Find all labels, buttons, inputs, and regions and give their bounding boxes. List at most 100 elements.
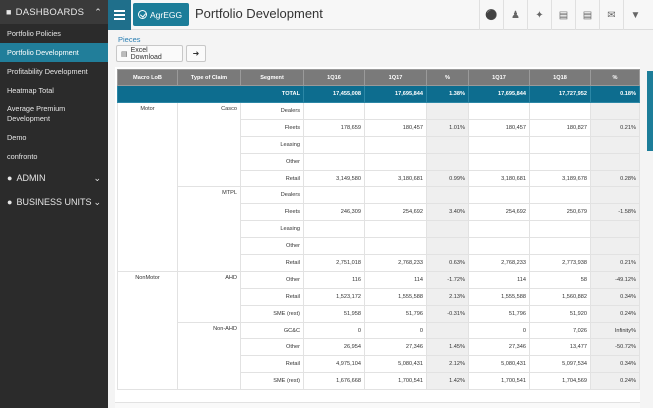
table-cell: 2,751,018 <box>303 254 365 272</box>
table-cell: 5,097,534 <box>529 355 591 374</box>
column-header[interactable]: 1Q17 <box>468 69 530 86</box>
share-button[interactable]: ✦ <box>527 0 551 30</box>
table-cell <box>303 152 365 171</box>
column-header[interactable]: Type of Claim <box>177 69 241 86</box>
column-header[interactable]: Macro LoB <box>117 69 178 86</box>
sidebar-item-confronto[interactable]: confronto <box>0 147 108 166</box>
table-cell <box>364 237 427 256</box>
hamburger-menu-button[interactable] <box>108 0 131 30</box>
table-cell: 180,827 <box>529 118 591 137</box>
sidebar-item-profitability-development[interactable]: Profitability Development <box>0 62 108 81</box>
table-row: Non-AHD GC&C 0 0 0 7,026 Infinity% <box>118 321 640 391</box>
pdf-button[interactable]: ▤ <box>551 0 575 30</box>
table-cell <box>529 102 591 120</box>
page-title: Portfolio Development <box>195 6 323 21</box>
column-header[interactable]: 1Q17 <box>364 69 427 86</box>
table-cell <box>303 186 365 205</box>
horizontal-scrollbar[interactable] <box>115 402 640 408</box>
top-bar: AgrEGG Portfolio Development ⚫ ♟ ✦ ▤ ▤ ✉… <box>108 0 653 30</box>
segment-cell: Leasing <box>240 220 304 239</box>
table-cell: 17,695,844 <box>364 85 427 103</box>
segment-cell: Retail <box>240 355 304 374</box>
share-arrow-icon: ➜ <box>192 49 200 58</box>
sidebar-group-business-units[interactable]: ● BUSINESS UNITS ⌄ <box>0 190 108 214</box>
sidebar-header-dashboards[interactable]: ■ DASHBOARDS ⌃ <box>0 0 108 24</box>
app-logo[interactable]: AgrEGG <box>133 3 189 26</box>
table-cell: 0 <box>364 321 427 340</box>
table-cell: 3,189,678 <box>529 169 591 188</box>
chevron-down-icon: ⌄ <box>93 172 101 183</box>
filter-icon: ▼ <box>630 9 641 21</box>
table-cell: 0.34% <box>590 355 640 374</box>
table-cell <box>364 186 427 205</box>
table-cell: 1,555,588 <box>468 287 530 306</box>
column-header[interactable]: 1Q18 <box>529 69 591 86</box>
table-row: Other <box>118 152 640 171</box>
table-cell: 51,958 <box>303 304 365 323</box>
document-button[interactable]: ▤ <box>575 0 599 30</box>
segment-cell: SME (rest) <box>240 372 304 391</box>
table-cell: 27,346 <box>364 338 427 357</box>
mail-button[interactable]: ✉ <box>599 0 623 30</box>
table-cell: Infinity% <box>590 321 640 340</box>
sidebar-item-portfolio-policies[interactable]: Portfolio Policies <box>0 24 108 43</box>
sidebar-item-average-premium-development[interactable]: Average Premium Development <box>0 100 108 128</box>
table-row: Motor Casco Dealers <box>117 101 640 272</box>
column-header[interactable]: % <box>590 69 640 86</box>
table-cell: 2.12% <box>426 355 469 374</box>
table-body: TOTAL 17,455,008 17,695,844 1.38% 17,695… <box>117 85 640 391</box>
excel-download-label: Excel Download <box>130 46 162 61</box>
logo-check-icon <box>138 10 147 19</box>
table-cell: 5,080,431 <box>468 355 530 374</box>
column-header[interactable]: % <box>426 69 469 86</box>
table-cell: 1,523,172 <box>303 287 365 306</box>
side-accent-bar <box>647 71 653 151</box>
segment-cell: Other <box>240 270 304 289</box>
table-cell: 0.24% <box>590 304 640 323</box>
file-excel-icon: ▤ <box>121 50 128 58</box>
table-cell: 17,727,952 <box>529 85 591 103</box>
table-cell: 51,796 <box>364 304 427 323</box>
sidebar-item-demo[interactable]: Demo <box>0 128 108 147</box>
table-cell: 17,455,008 <box>303 85 365 103</box>
filter-button[interactable]: ▼ <box>623 0 647 30</box>
table-cell <box>426 186 469 205</box>
table-cell: 178,659 <box>303 118 365 137</box>
sidebar-item-label: Heatmap Total <box>7 86 54 95</box>
claim-type-cell: AHD <box>177 270 241 323</box>
breadcrumb-pieces[interactable]: Pieces <box>118 35 141 44</box>
table-row: MTPL Dealers <box>118 186 640 272</box>
sidebar-group-label: ADMIN <box>16 173 46 183</box>
sidebar-header-label: DASHBOARDS <box>15 6 85 18</box>
sidebar-item-label: Demo <box>7 133 27 142</box>
table-cell <box>426 102 469 120</box>
mail-icon: ✉ <box>607 9 616 21</box>
table-cell <box>426 237 469 256</box>
column-header[interactable]: Segment <box>240 69 304 86</box>
segment-cell: SME (rest) <box>240 304 304 323</box>
comment-button[interactable]: ⚫ <box>479 0 503 30</box>
total-label: TOTAL <box>117 85 304 103</box>
table-cell: 254,692 <box>364 203 427 222</box>
dashboard-icon: ■ <box>6 7 12 17</box>
excel-download-button[interactable]: ▤ Excel Download <box>116 45 183 62</box>
table-cell: 1,676,668 <box>303 372 365 391</box>
sidebar-item-portfolio-development[interactable]: Portfolio Development <box>0 43 108 62</box>
share-link-button[interactable]: ➜ <box>186 45 206 62</box>
table-cell: 51,920 <box>529 304 591 323</box>
segment-cell: Retail <box>240 287 304 306</box>
table-cell <box>590 102 640 120</box>
table-cell: 1.38% <box>426 85 469 103</box>
sidebar-item-heatmap-total[interactable]: Heatmap Total <box>0 81 108 100</box>
table-cell: 3,149,580 <box>303 169 365 188</box>
table-cell <box>529 220 591 239</box>
user-button[interactable]: ♟ <box>503 0 527 30</box>
table-cell: 0.28% <box>590 169 640 188</box>
column-header[interactable]: 1Q16 <box>303 69 365 86</box>
sidebar-group-admin[interactable]: ● ADMIN ⌄ <box>0 166 108 190</box>
table-cell <box>590 237 640 256</box>
table-row: Leasing <box>118 220 640 239</box>
table-cell <box>303 220 365 239</box>
segment-cell: Other <box>240 338 304 357</box>
portfolio-table: Macro LoB Type of Claim Segment 1Q16 1Q17% 1Q… <box>117 69 640 391</box>
